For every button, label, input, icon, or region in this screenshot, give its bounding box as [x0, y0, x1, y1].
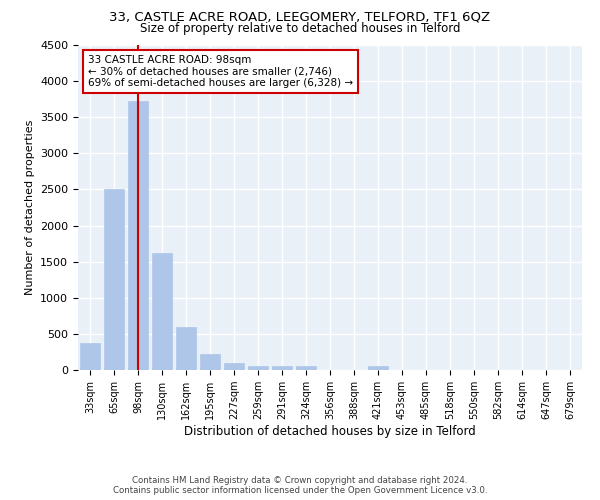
Text: Contains HM Land Registry data © Crown copyright and database right 2024.
Contai: Contains HM Land Registry data © Crown c…	[113, 476, 487, 495]
Bar	[296, 366, 316, 370]
Text: Size of property relative to detached houses in Telford: Size of property relative to detached ho…	[140, 22, 460, 35]
Bar	[104, 190, 124, 370]
Bar	[224, 363, 244, 370]
Bar	[128, 101, 148, 370]
Bar	[200, 354, 220, 370]
Bar	[248, 366, 268, 370]
Bar	[176, 326, 196, 370]
Bar	[368, 366, 388, 370]
Bar	[272, 366, 292, 370]
Y-axis label: Number of detached properties: Number of detached properties	[25, 120, 35, 295]
Text: 33 CASTLE ACRE ROAD: 98sqm
← 30% of detached houses are smaller (2,746)
69% of s: 33 CASTLE ACRE ROAD: 98sqm ← 30% of deta…	[88, 54, 353, 88]
Text: 33, CASTLE ACRE ROAD, LEEGOMERY, TELFORD, TF1 6QZ: 33, CASTLE ACRE ROAD, LEEGOMERY, TELFORD…	[109, 11, 491, 24]
Bar	[152, 252, 172, 370]
Bar	[80, 343, 100, 370]
X-axis label: Distribution of detached houses by size in Telford: Distribution of detached houses by size …	[184, 425, 476, 438]
